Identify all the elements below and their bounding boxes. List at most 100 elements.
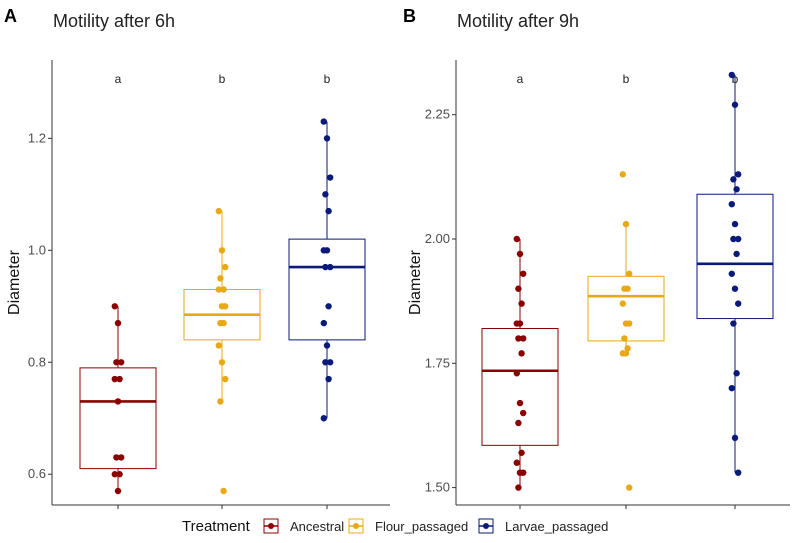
data-point <box>520 335 527 342</box>
data-point <box>323 247 331 254</box>
data-point <box>515 419 522 427</box>
data-point <box>624 285 631 292</box>
data-point <box>730 320 737 327</box>
box <box>288 238 366 341</box>
legend-label: Flour_passaged <box>375 519 468 534</box>
y-axis-title: Diameter <box>6 249 23 315</box>
data-point <box>327 174 334 181</box>
panel-a: A Motility after 6h 0.6 0.8 1.0 1.2 Diameter a b… <box>4 6 390 509</box>
data-point <box>733 250 740 258</box>
data-point <box>322 191 329 198</box>
chart-title: Motility after 9h <box>457 11 579 31</box>
data-point <box>215 207 222 215</box>
data-point <box>218 247 226 254</box>
data-point <box>320 415 327 422</box>
data-point <box>626 270 633 277</box>
data-point <box>222 375 229 383</box>
data-point <box>327 263 334 271</box>
data-point <box>320 319 327 327</box>
data-point <box>518 449 525 456</box>
box <box>481 327 559 446</box>
data-point <box>322 359 329 366</box>
data-point <box>118 359 125 366</box>
data-point <box>515 335 522 342</box>
data-point <box>520 270 527 277</box>
data-point <box>626 320 633 327</box>
legend-title: Treatment <box>182 518 251 535</box>
data-point <box>215 286 222 293</box>
legend-key-dot <box>268 523 274 529</box>
legend-key-dot <box>483 523 489 529</box>
data-point <box>116 375 123 383</box>
y-tick-label: 2.25 <box>425 107 450 122</box>
data-point <box>730 235 737 243</box>
data-point <box>520 469 527 476</box>
data-point <box>513 370 520 377</box>
data-point <box>114 398 122 405</box>
data-point <box>733 370 740 377</box>
data-point <box>218 359 226 366</box>
data-point <box>322 263 329 271</box>
y-tick-label: 1.0 <box>28 242 46 257</box>
data-point <box>624 345 631 352</box>
data-point <box>113 454 120 461</box>
y-tick-label: 1.2 <box>28 130 46 145</box>
data-point <box>217 275 224 282</box>
significance-letter: a <box>517 72 524 86</box>
data-point <box>222 263 229 271</box>
panel-letter: A <box>4 6 17 26</box>
y-tick-label: 0.8 <box>28 354 46 369</box>
data-point <box>220 319 227 327</box>
data-point <box>220 487 227 495</box>
data-point <box>114 319 122 327</box>
data-point <box>320 118 327 125</box>
significance-letter: b <box>219 72 226 86</box>
panel-b: B Motility after 9h 1.50 1.75 2.00 2.25 Diamet… <box>403 6 790 509</box>
data-point <box>323 342 331 349</box>
chart-title: Motility after 6h <box>53 11 175 31</box>
data-point <box>515 484 522 491</box>
data-point <box>619 171 626 178</box>
data-point <box>735 469 742 476</box>
data-point <box>622 350 630 357</box>
data-point <box>118 454 125 461</box>
significance-letter: b <box>324 72 331 86</box>
data-point <box>325 207 332 215</box>
legend: Treatment Ancestral Flour_passaged Larvae_p… <box>182 518 608 535</box>
data-point <box>513 459 520 466</box>
data-point <box>114 487 122 495</box>
y-tick-label: 1.50 <box>425 480 450 495</box>
data-point <box>731 285 739 292</box>
legend-label: Larvae_passaged <box>505 519 608 534</box>
legend-key-dot <box>353 523 359 529</box>
data-point <box>619 300 626 307</box>
data-point <box>518 300 525 307</box>
data-point <box>731 101 739 108</box>
significance-letter: a <box>115 72 122 86</box>
data-point <box>220 286 227 293</box>
data-point <box>518 350 525 357</box>
data-point <box>731 220 739 228</box>
data-point <box>731 434 739 442</box>
data-point <box>626 484 633 491</box>
data-point <box>621 335 628 342</box>
data-point <box>622 220 630 228</box>
y-axis-title: Diameter <box>407 249 424 315</box>
data-point <box>728 200 735 208</box>
data-point <box>113 359 120 366</box>
data-point <box>735 235 742 243</box>
data-point <box>325 303 332 310</box>
y-tick-label: 2.00 <box>425 231 450 246</box>
data-point <box>516 250 524 258</box>
data-point <box>323 135 331 142</box>
data-point <box>728 384 735 392</box>
data-point <box>733 186 740 193</box>
data-point <box>111 471 119 478</box>
data-point <box>735 300 742 307</box>
significance-letter: b <box>623 72 630 86</box>
data-point <box>513 235 520 243</box>
data-point <box>116 471 123 478</box>
y-tick-label: 1.75 <box>425 355 450 370</box>
data-point <box>222 303 229 310</box>
